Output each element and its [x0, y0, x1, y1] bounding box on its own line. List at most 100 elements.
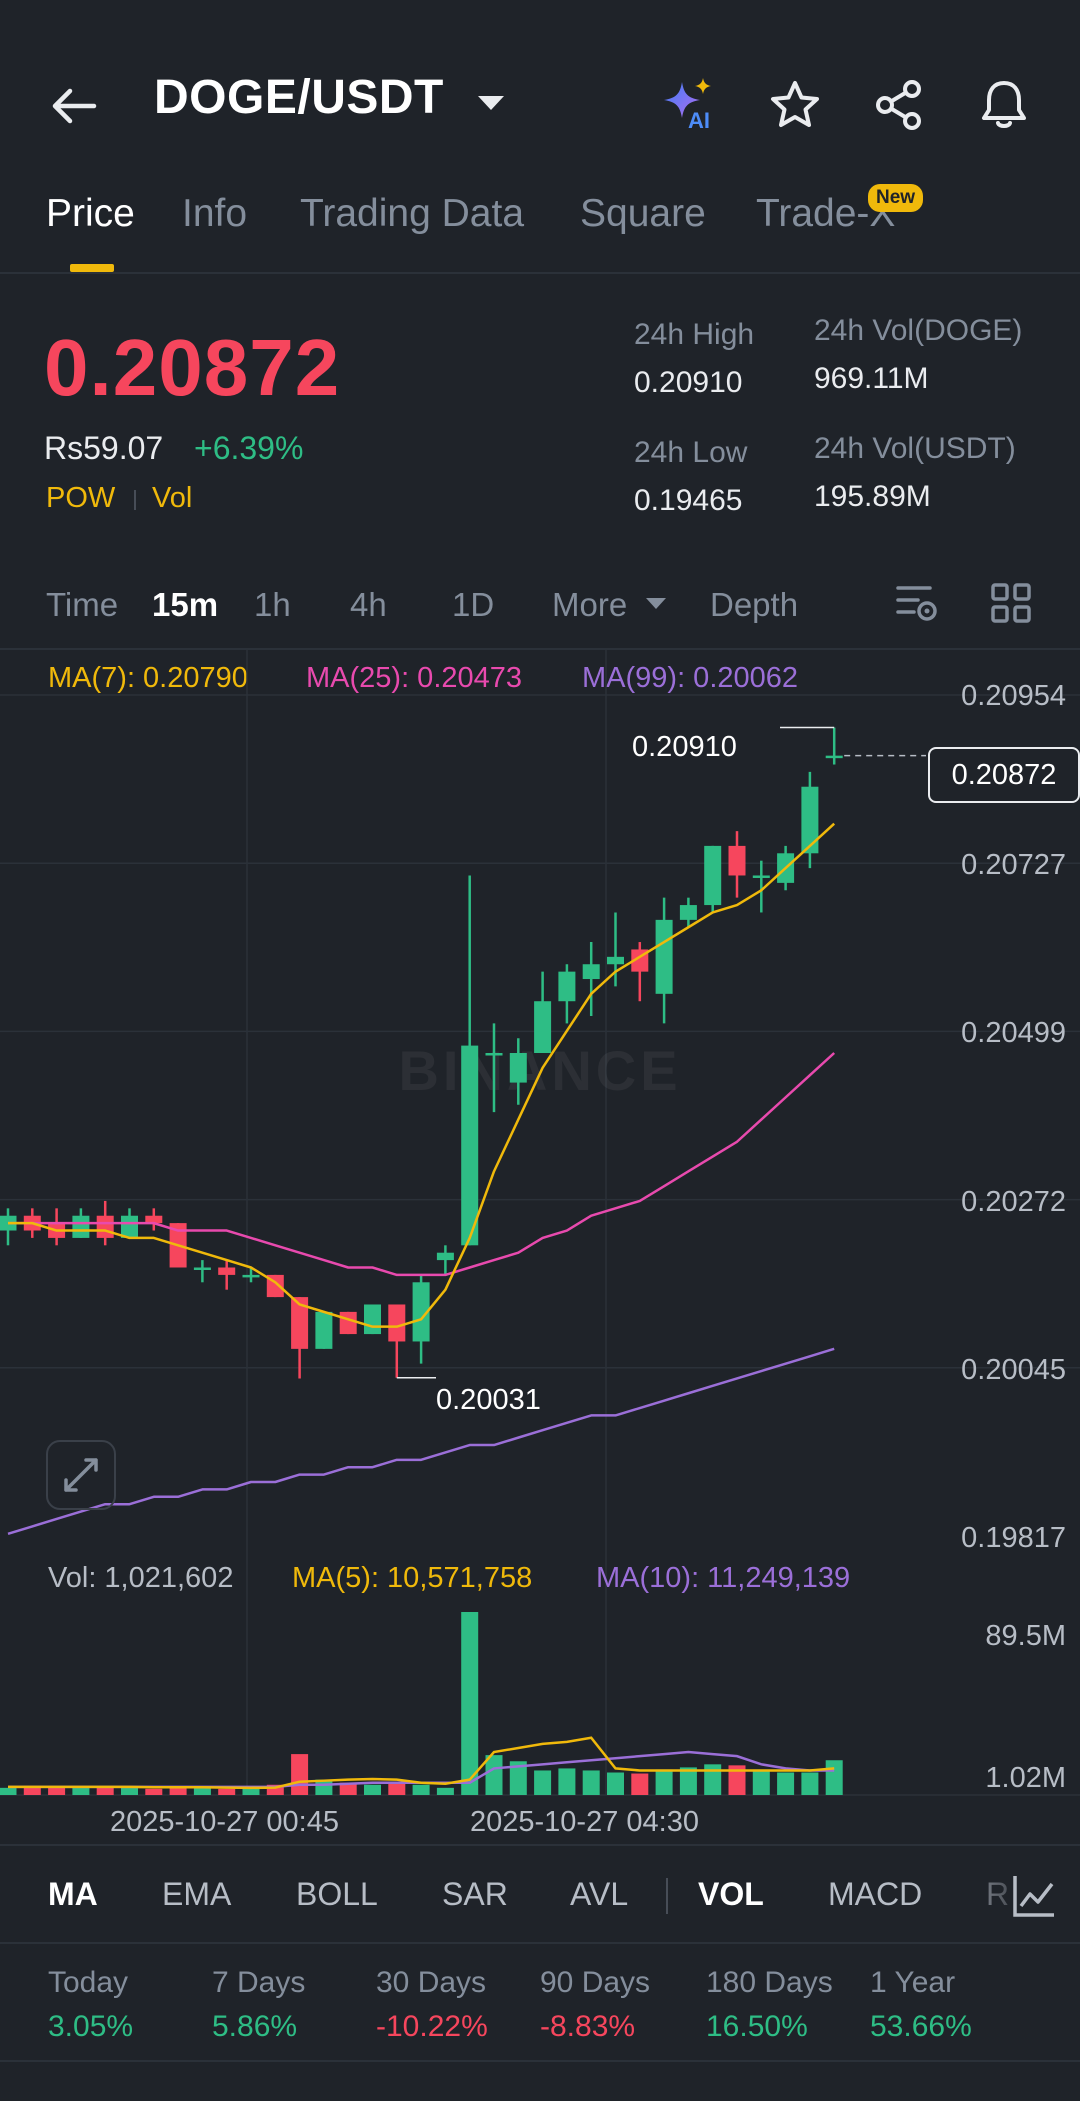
timeframe-1d[interactable]: 1D [452, 586, 495, 623]
tag-vol[interactable]: Vol [152, 482, 193, 514]
x-tick-label: 2025-10-27 00:45 [110, 1806, 339, 1838]
fullscreen-button[interactable] [46, 1440, 116, 1510]
volume-bar [777, 1772, 795, 1795]
volume-bar [631, 1773, 649, 1795]
high-label: 24h High [634, 318, 755, 351]
volume-bar [728, 1765, 746, 1795]
tab-trading-data[interactable]: Trading Data [300, 192, 525, 235]
perf-value-180d: 16.50% [706, 2010, 808, 2043]
candle-body [534, 1001, 552, 1053]
tabs-divider [0, 272, 1080, 274]
y-tick-label: 0.20272 [961, 1186, 1066, 1218]
perf-value-1y: 53.66% [870, 2010, 972, 2043]
volume-bar [752, 1769, 770, 1795]
ma99-line [7, 1347, 835, 1535]
candle-body [655, 919, 673, 994]
perf-label-180d: 180 Days [706, 1966, 833, 1999]
volume-bar [169, 1786, 187, 1795]
candle-body [509, 1052, 527, 1083]
candle-body [242, 1274, 260, 1278]
ai-button[interactable]: AI [660, 74, 720, 134]
indicator-ma[interactable]: MA [48, 1876, 98, 1912]
grid-layout-icon[interactable] [990, 582, 1032, 624]
candle-body [436, 1252, 454, 1261]
candle-body [679, 905, 697, 920]
volume-bar [461, 1612, 479, 1795]
indicator-vol[interactable]: VOL [698, 1876, 764, 1912]
candle-body [461, 1045, 479, 1246]
low-label: 24h Low [634, 436, 748, 469]
low-value: 0.19465 [634, 484, 743, 517]
indicator-boll[interactable]: BOLL [296, 1876, 378, 1912]
tab-square[interactable]: Square [580, 192, 706, 235]
ai-sparkle-icon [664, 78, 711, 118]
bottom-divider [0, 2060, 1080, 2062]
timeframe-more[interactable]: More [552, 586, 628, 623]
volume-bar [825, 1760, 843, 1795]
more-chevron-icon[interactable] [646, 598, 666, 609]
vol-base-label: 24h Vol(DOGE) [814, 314, 1023, 347]
volume-bar [339, 1782, 357, 1795]
indicator-separator [666, 1878, 668, 1914]
candle-body [339, 1311, 357, 1335]
perf-label-7d: 7 Days [212, 1966, 306, 1999]
candle-body [485, 1052, 503, 1056]
candlestick-chart[interactable]: BINANCE [0, 650, 1080, 1800]
ma7-legend: MA(7): 0.20790 [48, 662, 248, 694]
high-marker-label: 0.20910 [632, 731, 737, 763]
timeframe-15m[interactable]: 15m [152, 586, 219, 623]
candle-body [607, 956, 624, 965]
share-icon[interactable] [872, 78, 926, 132]
timeframe-depth[interactable]: Depth [710, 586, 799, 623]
candle-body [558, 971, 576, 1002]
tag-separator [134, 490, 136, 510]
pair-title[interactable]: DOGE/USDT [154, 71, 444, 124]
perf-label-1y: 1 Year [870, 1966, 956, 1999]
vol-base-value: 969.11M [814, 362, 929, 395]
volume-bar [607, 1772, 624, 1795]
y-tick-label: 0.20499 [961, 1017, 1066, 1049]
volume-bar [364, 1784, 381, 1795]
volume-bar [242, 1788, 260, 1795]
chevron-down-icon[interactable] [478, 96, 504, 110]
chart-settings-icon[interactable] [894, 580, 940, 626]
candle-body [412, 1282, 430, 1342]
volume-bar [121, 1787, 138, 1795]
tab-price[interactable]: Price [46, 192, 135, 235]
tab-info[interactable]: Info [182, 192, 248, 235]
ma99-legend: MA(99): 0.20062 [582, 662, 799, 694]
vol-ma10-legend: MA(10): 11,249,139 [596, 1562, 851, 1594]
candle-body [96, 1215, 114, 1238]
volume-bar [509, 1761, 527, 1795]
volume-bar [388, 1781, 406, 1795]
indicator-chart-icon[interactable] [1010, 1872, 1058, 1920]
new-badge: New [868, 184, 924, 212]
back-arrow-icon[interactable] [48, 80, 100, 132]
timeframe-1h[interactable]: 1h [254, 586, 291, 623]
candle-body [121, 1215, 138, 1238]
volume-bar [436, 1787, 454, 1795]
timeframe-4h[interactable]: 4h [350, 586, 387, 623]
indicator-divider [0, 1942, 1080, 1944]
ma7-line [8, 822, 836, 1328]
price-change-percent: +6.39% [194, 430, 304, 466]
candle-body [193, 1267, 211, 1271]
indicator-avl[interactable]: AVL [570, 1876, 629, 1912]
bell-icon[interactable] [976, 76, 1032, 132]
indicator-sar[interactable]: SAR [442, 1876, 508, 1912]
vol-ma5-line [8, 1736, 835, 1790]
volume-bar [218, 1788, 236, 1795]
indicator-macd[interactable]: MACD [828, 1876, 923, 1912]
candle-body [752, 875, 770, 878]
candle-body [218, 1267, 236, 1275]
perf-label-90d: 90 Days [540, 1966, 651, 1999]
y-tick-label: 0.20954 [961, 680, 1066, 712]
candle-body [728, 845, 746, 876]
timeframe-time[interactable]: Time [46, 586, 119, 623]
volume-bar [679, 1767, 697, 1795]
star-icon[interactable] [768, 78, 822, 132]
volume-bar [23, 1785, 41, 1795]
y-tick-label: 0.19817 [961, 1522, 1066, 1554]
indicator-ema[interactable]: EMA [162, 1876, 232, 1912]
tag-pow[interactable]: POW [46, 482, 116, 514]
